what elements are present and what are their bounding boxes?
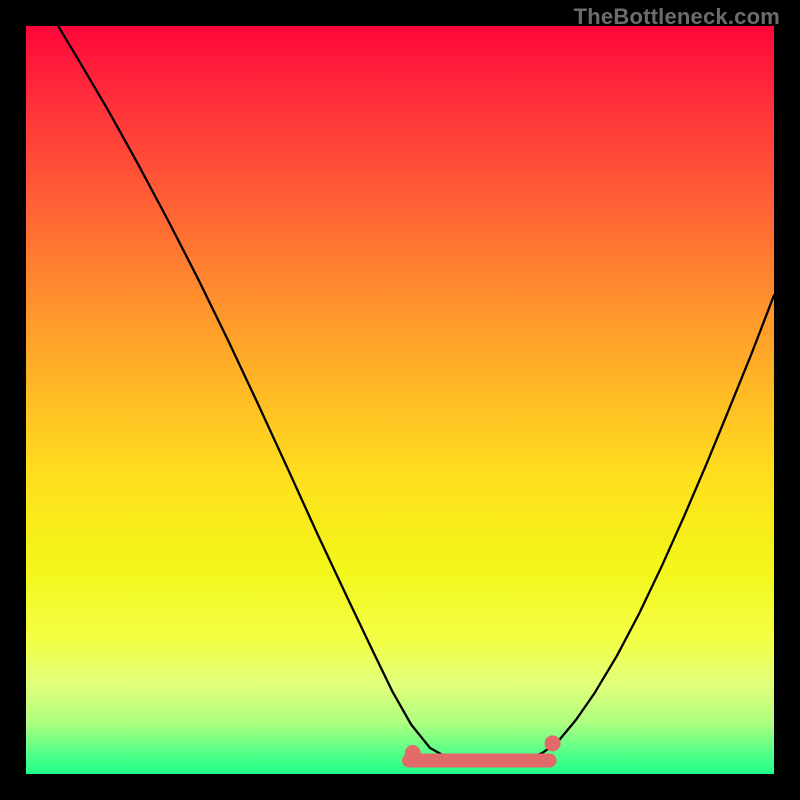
plot-area: [26, 26, 774, 774]
watermark-text: TheBottleneck.com: [574, 4, 780, 30]
highlight-dot-right: [545, 735, 561, 751]
bottleneck-curve: [58, 26, 774, 765]
chart-frame: TheBottleneck.com: [0, 0, 800, 800]
curve-layer: [26, 26, 774, 774]
highlight-dot-left: [405, 745, 421, 761]
